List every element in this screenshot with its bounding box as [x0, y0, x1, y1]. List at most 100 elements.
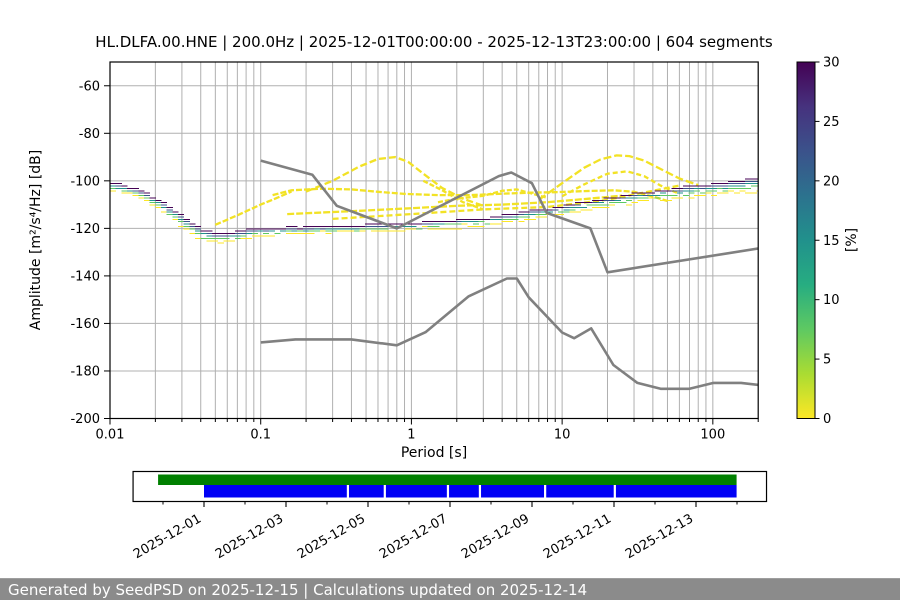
ppsd-histogram-cell	[722, 192, 729, 194]
ppsd-histogram-cell	[370, 226, 377, 227]
y-tick-label: -80	[79, 127, 100, 142]
ppsd-histogram-cell	[376, 223, 383, 225]
ppsd-histogram-cell	[507, 221, 514, 223]
ppsd-histogram-cell	[217, 233, 224, 235]
ppsd-histogram-cell	[745, 192, 752, 194]
ppsd-histogram-cell	[285, 226, 292, 227]
coverage-gap	[613, 485, 616, 498]
ppsd-histogram-cell	[438, 228, 445, 230]
ppsd-histogram-cell	[648, 195, 655, 197]
ppsd-histogram-cell	[178, 221, 185, 223]
ppsd-histogram-cell	[178, 214, 185, 216]
ppsd-histogram-cell	[217, 235, 224, 237]
ppsd-histogram-cell	[631, 195, 638, 197]
ppsd-histogram-cell	[336, 228, 343, 230]
ppsd-histogram-cell	[274, 233, 281, 235]
ppsd-histogram-cell	[688, 190, 695, 192]
ppsd-histogram-cell	[563, 211, 570, 213]
ppsd-histogram-cell	[643, 192, 650, 194]
coverage-bar-green	[158, 474, 737, 485]
y-tick-label: -60	[79, 79, 100, 94]
ppsd-histogram-cell	[677, 190, 684, 192]
ppsd-histogram-cell	[711, 195, 718, 197]
ppsd-histogram-cell	[620, 202, 627, 204]
ppsd-histogram-cell	[206, 230, 213, 232]
ppsd-histogram-cell	[302, 226, 309, 227]
ppsd-histogram-cell	[132, 188, 139, 189]
ppsd-histogram-cell	[229, 235, 236, 237]
ppsd-histogram-cell	[314, 228, 321, 230]
ppsd-histogram-cell	[223, 233, 230, 235]
ppsd-histogram-cell	[507, 216, 514, 218]
ppsd-histogram-cell	[665, 199, 672, 201]
ppsd-histogram-cell	[597, 207, 604, 208]
ppsd-histogram-cell	[263, 233, 270, 235]
ppsd-histogram-cell	[455, 221, 462, 223]
ppsd-histogram-cell	[722, 190, 729, 192]
ppsd-histogram-cell	[490, 216, 497, 218]
ppsd-histogram-cell	[682, 185, 689, 187]
ppsd-histogram-cell	[319, 226, 326, 227]
ppsd-histogram-cell	[472, 223, 479, 225]
ppsd-histogram-cell	[342, 230, 349, 232]
ppsd-histogram-cell	[223, 240, 230, 242]
ppsd-histogram-cell	[569, 209, 576, 211]
ppsd-histogram-cell	[716, 185, 723, 187]
ppsd-histogram-cell	[609, 202, 616, 204]
ppsd-histogram-cell	[603, 197, 610, 199]
ppsd-histogram-cell	[569, 211, 576, 213]
ppsd-histogram-cell	[421, 223, 428, 225]
ppsd-histogram-cell	[365, 228, 372, 230]
ppsd-histogram-cell	[240, 235, 247, 237]
ppsd-histogram-cell	[410, 223, 417, 225]
ppsd-histogram-cell	[637, 199, 644, 201]
ppsd-histogram-cell	[189, 223, 196, 225]
ppsd-histogram-cell	[297, 230, 304, 232]
ppsd-histogram-cell	[234, 235, 241, 237]
ppsd-histogram-cell	[246, 237, 253, 239]
ppsd-histogram-cell	[291, 230, 298, 232]
ppsd-histogram-cell	[682, 195, 689, 197]
coverage-bar-blue	[204, 485, 737, 498]
ppsd-histogram-cell	[342, 228, 349, 230]
ppsd-histogram-cell	[314, 226, 321, 227]
ppsd-histogram-cell	[694, 190, 701, 192]
colorbar-tick-label: 30	[823, 56, 840, 71]
ppsd-histogram-cell	[569, 204, 576, 206]
ppsd-histogram-cell	[161, 204, 168, 206]
ppsd-histogram-cell	[688, 192, 695, 194]
ppsd-histogram-cell	[455, 223, 462, 225]
ppsd-histogram-cell	[472, 221, 479, 223]
psd-outlier-trace	[214, 190, 292, 226]
ppsd-histogram-cell	[325, 230, 332, 232]
ppsd-histogram-cell	[592, 204, 599, 206]
ppsd-histogram-cell	[507, 218, 514, 220]
ppsd-histogram-cell	[461, 221, 468, 223]
ppsd-histogram-cell	[620, 197, 627, 199]
ppsd-histogram-cell	[671, 195, 678, 197]
ppsd-histogram-cell	[172, 211, 179, 213]
ppsd-histogram-cell	[688, 185, 695, 187]
psd-outlier-trace	[287, 194, 623, 216]
ppsd-histogram-cell	[750, 192, 757, 194]
ppsd-histogram-cell	[161, 207, 168, 208]
ppsd-histogram-cell	[637, 197, 644, 199]
ppsd-histogram-cell	[138, 195, 145, 197]
ppsd-histogram-cell	[217, 242, 224, 244]
ppsd-histogram-cell	[376, 228, 383, 230]
y-tick-label: -100	[70, 174, 100, 189]
ppsd-histogram-cell	[421, 221, 428, 223]
timeline-tick-label: 2025-12-07	[377, 511, 450, 562]
ppsd-histogram-cell	[711, 185, 718, 187]
ppsd-histogram-cell	[149, 202, 156, 204]
ppsd-histogram-cell	[507, 214, 514, 216]
ppsd-histogram-cell	[121, 188, 128, 189]
ppsd-histogram-cell	[212, 233, 219, 235]
ppsd-histogram-cell	[370, 223, 377, 225]
footer-text: Generated by SeedPSD on 2025-12-15 | Cal…	[8, 581, 588, 599]
ppsd-histogram-cell	[733, 180, 740, 182]
ppsd-histogram-cell	[450, 221, 457, 223]
ppsd-histogram-cell	[597, 202, 604, 204]
ppsd-histogram-cell	[563, 204, 570, 206]
ppsd-histogram-cell	[285, 230, 292, 232]
